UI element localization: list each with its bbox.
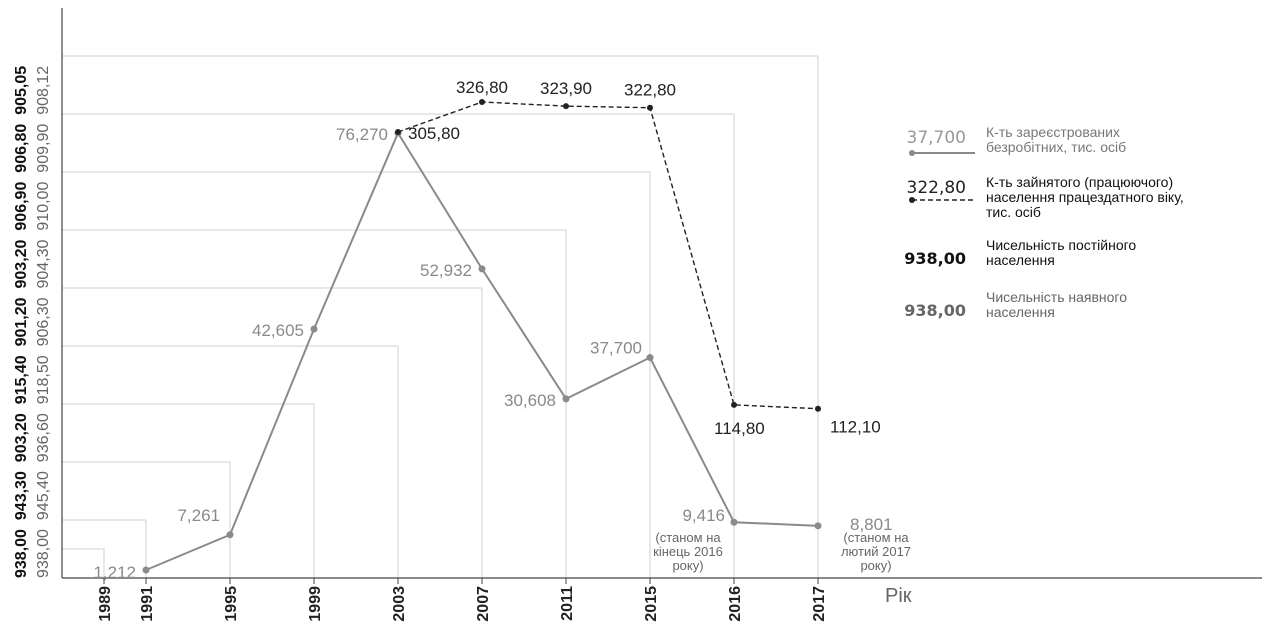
x-tick-label: 1989 <box>97 586 114 622</box>
x-tick-label: 2007 <box>475 586 492 622</box>
employed-data-label: 114,80 <box>714 419 765 438</box>
present-population-label: 906,30 <box>35 297 52 346</box>
unemployed-point <box>562 395 570 403</box>
employed-point <box>395 129 401 135</box>
unemployed-data-label: 8,801 <box>850 515 893 534</box>
legend-marker <box>909 150 915 156</box>
employed-data-label: 326,80 <box>456 78 508 97</box>
x-tick-label: 2011 <box>559 586 576 621</box>
employed-data-label: 323,90 <box>540 79 592 98</box>
population-frame <box>62 55 819 578</box>
present-population-label: 910,00 <box>35 182 52 231</box>
unemployed-data-label: 76,270 <box>336 125 388 144</box>
x-tick-label: 2003 <box>391 586 408 622</box>
population-frames <box>62 55 819 578</box>
population-frame <box>62 519 147 578</box>
unemployed-data-label: 9,416 <box>682 506 725 525</box>
legend-text: населення <box>986 252 1055 268</box>
legend-text: Чисельність постійного <box>986 237 1136 253</box>
legend-text: К-ть зареєстрованих <box>986 124 1120 140</box>
employed-point <box>647 104 653 111</box>
employed-point <box>815 405 821 412</box>
legend-text: Чисельність наявного <box>986 289 1127 305</box>
present-population-label: 936,60 <box>35 413 52 462</box>
permanent-population-label: 905,05 <box>13 66 30 115</box>
present-population-label: 918,50 <box>35 355 52 404</box>
x-tick-label: 1991 <box>139 586 156 622</box>
employed-point <box>563 103 569 110</box>
permanent-population-label: 903,20 <box>13 413 30 462</box>
annotation-line: (станом на <box>655 530 721 545</box>
population-labels: 938,00 943,30 903,20 915,40 901,20 903,20 906,… <box>13 66 52 578</box>
legend-value: 322,80 <box>907 178 966 198</box>
legend-value: 37,700 <box>907 128 966 148</box>
present-population-label: 908,12 <box>35 66 52 115</box>
permanent-population-label: 906,90 <box>13 182 30 231</box>
x-axis-title: Рік <box>885 585 912 607</box>
x-tick-label: 1995 <box>223 586 240 622</box>
unemployed-data-label: 7,261 <box>177 506 220 525</box>
unemployed-data-label: 42,605 <box>252 321 304 340</box>
permanent-population-label: 915,40 <box>13 355 30 404</box>
population-frame <box>62 171 651 578</box>
data-labels: 1,212 7,261 42,605 76,270 52,932 30,608 37,700… <box>93 78 892 582</box>
present-population-label: 904,30 <box>35 239 52 288</box>
employed-point <box>731 401 737 408</box>
population-frame <box>62 403 315 578</box>
legend-text: населення працездатного віку, <box>986 189 1184 205</box>
legend-value: 938,00 <box>904 249 966 268</box>
population-frame <box>62 113 735 578</box>
employed-data-label: 305,80 <box>408 124 460 143</box>
permanent-population-label: 906,80 <box>13 124 30 173</box>
unemployed-point <box>730 518 738 526</box>
x-tick-label: 2015 <box>643 586 660 622</box>
unemployed-data-label: 30,608 <box>504 391 556 410</box>
employed-data-label: 112,10 <box>830 418 881 437</box>
legend-text: безробітних, тис. осіб <box>986 139 1126 155</box>
permanent-population-label: 938,00 <box>13 529 30 578</box>
unemployed-data-label: 37,700 <box>590 339 642 358</box>
x-tick-label: 1999 <box>307 586 324 622</box>
permanent-population-label: 903,20 <box>13 239 30 288</box>
present-population-label: 945,40 <box>35 471 52 520</box>
unemployed-point <box>142 566 150 574</box>
present-population-label: 909,90 <box>35 124 52 173</box>
employed-line <box>397 101 819 410</box>
unemployed-point <box>310 325 318 333</box>
unemployed-point <box>226 531 234 539</box>
present-population-label: 938,00 <box>35 529 52 578</box>
unemployed-point <box>814 522 822 530</box>
legend-marker <box>909 197 915 203</box>
population-frame <box>62 548 105 578</box>
unemployed-point <box>478 265 486 273</box>
permanent-population-label: 901,20 <box>13 297 30 346</box>
population-frame <box>62 461 231 578</box>
legend-text: тис. осіб <box>986 204 1041 220</box>
axes <box>61 8 1262 579</box>
legend-text: населення <box>986 304 1055 320</box>
population-frame <box>62 229 567 578</box>
x-tick-label: 2017 <box>811 586 828 622</box>
employed-point <box>479 99 485 105</box>
permanent-population-label: 943,30 <box>13 471 30 520</box>
employed-data-label: 322,80 <box>624 81 676 100</box>
population-frame <box>62 287 483 578</box>
annotation-line: року) <box>672 558 703 573</box>
annotation-line: кінець 2016 <box>653 544 723 559</box>
legend-text: К-ть зайнятого (працюючого) <box>986 174 1173 190</box>
unemployed-point <box>646 354 654 362</box>
x-axis-ticks: 1989 1991 1995 1999 2003 2007 2011 2015 2016 2017 <box>97 578 828 622</box>
x-tick-label: 2016 <box>727 586 744 622</box>
annotation-line: року) <box>860 558 891 573</box>
annotation-line: лютий 2017 <box>841 544 911 559</box>
series <box>142 99 822 574</box>
annotation-line: (станом на <box>843 530 909 545</box>
unemployed-data-label: 1,212 <box>93 563 136 582</box>
population-frame <box>62 345 399 578</box>
legend-value: 938,00 <box>904 301 966 320</box>
unemployed-data-label: 52,932 <box>420 261 472 280</box>
